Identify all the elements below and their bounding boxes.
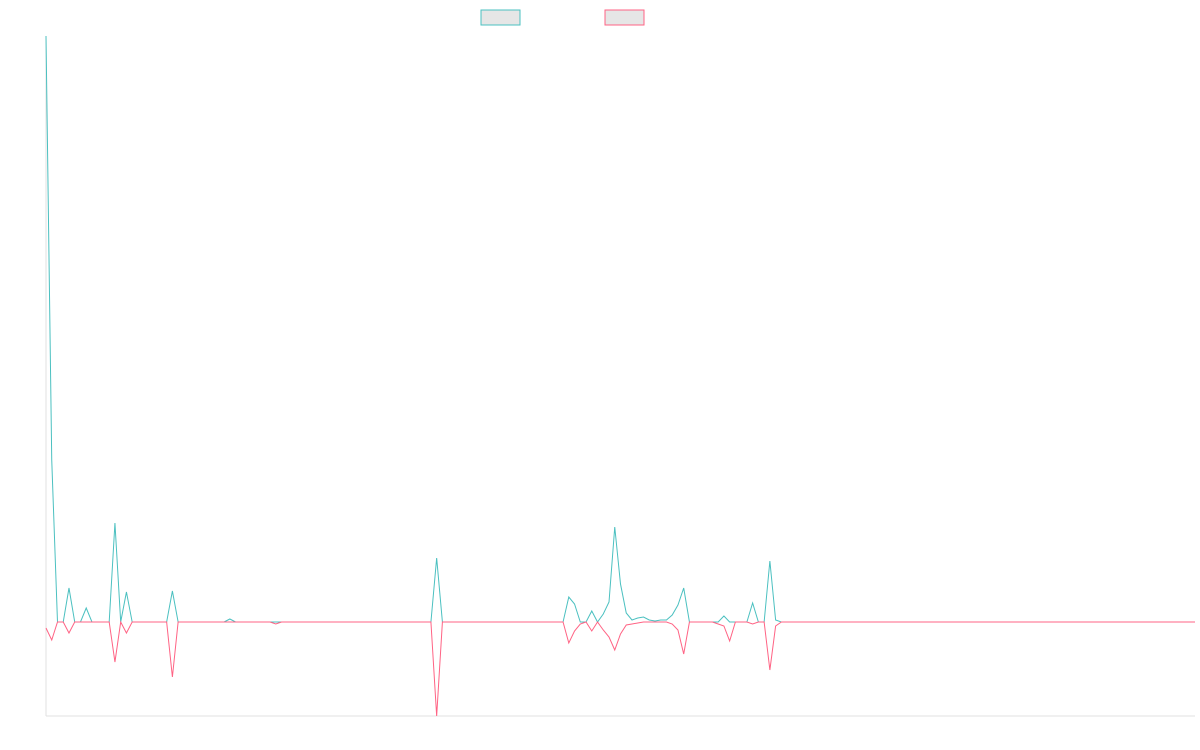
legend-swatch — [480, 9, 521, 26]
series-line — [45, 35, 1195, 623]
legend-swatch — [604, 9, 645, 26]
series-line — [45, 620, 1195, 717]
